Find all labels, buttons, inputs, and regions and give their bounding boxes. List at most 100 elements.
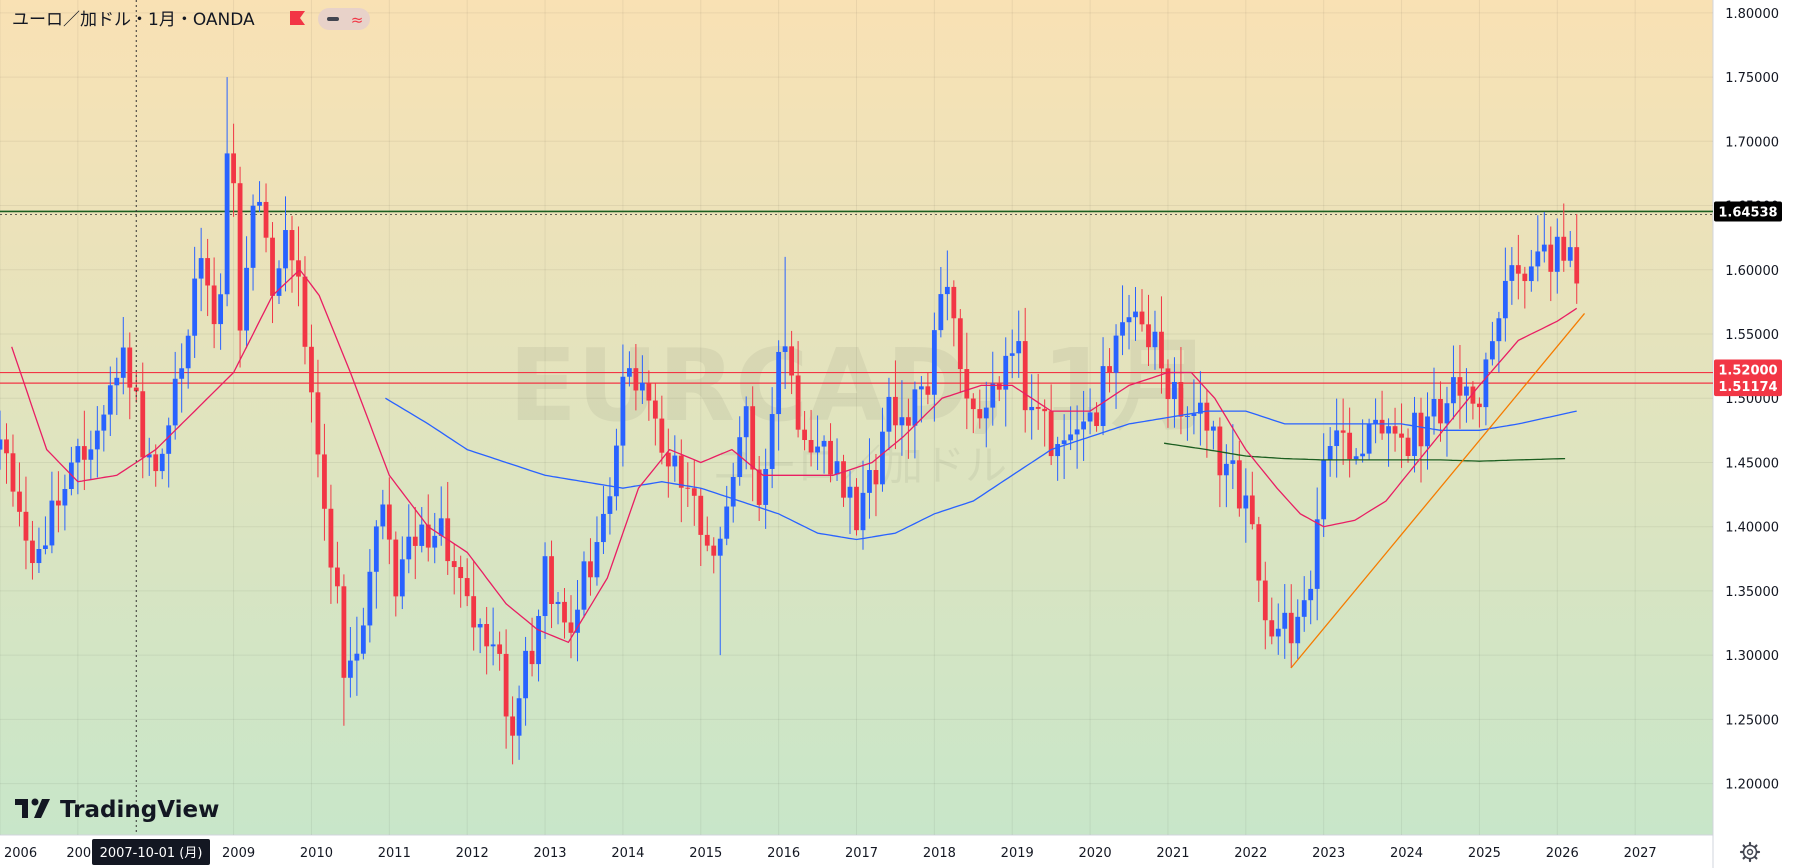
candle xyxy=(795,341,801,438)
candle xyxy=(906,398,911,459)
candle xyxy=(620,344,626,467)
candle xyxy=(289,215,295,293)
tradingview-logo[interactable]: TradingView xyxy=(15,797,219,823)
candle xyxy=(133,372,139,403)
candle xyxy=(529,617,535,677)
candle-body xyxy=(192,278,198,336)
flag-icon[interactable] xyxy=(290,11,305,25)
candle xyxy=(107,366,113,436)
candle-body xyxy=(458,567,464,579)
candle-body xyxy=(1016,341,1022,354)
candle xyxy=(503,629,509,749)
trendline[interactable] xyxy=(1290,313,1586,669)
candle-body xyxy=(1243,495,1249,509)
candle-body xyxy=(1262,580,1268,621)
symbol-title[interactable]: ユーロ／加ドル・1月・OANDA xyxy=(12,10,255,30)
price-axis-panel[interactable] xyxy=(1713,0,1795,868)
candle xyxy=(1574,213,1580,304)
gear-icon[interactable] xyxy=(1739,841,1761,863)
candle-body xyxy=(815,446,820,453)
candle-body xyxy=(873,470,879,485)
approx-icon[interactable]: ≈ xyxy=(351,11,364,29)
candle xyxy=(951,280,957,347)
candle-body xyxy=(880,431,885,485)
candle-body xyxy=(1009,353,1015,356)
candle-body xyxy=(490,644,496,647)
candle-body xyxy=(588,561,593,578)
candle xyxy=(523,636,528,726)
time-tick-label: 2007 xyxy=(66,846,99,861)
candle-body xyxy=(107,385,113,415)
candle-body xyxy=(1457,377,1463,396)
candle xyxy=(776,340,782,451)
price-tick-label: 1.70000 xyxy=(1725,135,1779,150)
price-label-text: 1.51174 xyxy=(1718,380,1777,395)
candle xyxy=(1399,403,1404,468)
candle-body xyxy=(17,491,22,512)
candle xyxy=(347,627,353,698)
candle-body xyxy=(743,406,749,438)
candle-body xyxy=(711,545,717,556)
trendline-segment[interactable] xyxy=(1290,313,1586,669)
candle-body xyxy=(276,268,282,296)
candle-body xyxy=(497,644,503,654)
candle-body xyxy=(938,294,944,331)
candle-body xyxy=(1301,600,1307,617)
price-label-bg xyxy=(1714,201,1782,222)
candle xyxy=(659,395,665,465)
candle xyxy=(1223,444,1229,508)
candle xyxy=(646,370,652,421)
candle-body xyxy=(10,453,16,492)
candle-body xyxy=(1159,331,1164,369)
candle-body xyxy=(62,488,68,506)
candle-body xyxy=(1035,406,1041,409)
minus-icon[interactable] xyxy=(327,17,339,21)
candle xyxy=(159,448,165,480)
time-tick-label: 2015 xyxy=(689,846,722,861)
candle xyxy=(1327,427,1333,477)
candle xyxy=(970,393,976,434)
candle-body xyxy=(652,400,658,419)
candle xyxy=(276,260,282,304)
candle xyxy=(17,462,22,527)
time-axis-panel[interactable] xyxy=(0,835,1713,868)
candle-body xyxy=(562,601,567,623)
candle-body xyxy=(808,440,814,453)
candle xyxy=(270,222,275,324)
candle xyxy=(1113,324,1119,409)
candle xyxy=(471,560,477,651)
candle xyxy=(944,250,950,321)
candle-body xyxy=(250,205,256,268)
candle xyxy=(1282,584,1288,659)
candle-body xyxy=(315,392,321,455)
candle-body xyxy=(847,486,853,498)
candle xyxy=(1152,310,1158,370)
candle-body xyxy=(159,453,165,472)
candle-body xyxy=(607,496,613,514)
candle-body xyxy=(1146,324,1151,348)
candle xyxy=(172,351,178,440)
candle xyxy=(140,362,146,479)
candle xyxy=(983,381,989,448)
candle xyxy=(10,434,16,507)
indicator-toggle-pill[interactable]: ≈ xyxy=(318,8,370,30)
candle xyxy=(581,551,587,618)
candle xyxy=(1502,247,1508,342)
candle xyxy=(756,455,762,521)
price-label-text: 1.64538 xyxy=(1718,205,1777,220)
candle-body xyxy=(886,396,892,432)
candle-body xyxy=(153,454,159,472)
candle xyxy=(81,410,87,491)
candle xyxy=(4,423,9,484)
symbol-header[interactable]: ユーロ／加ドル・1月・OANDA ≈ xyxy=(12,8,370,30)
watermark-description: ユーロ／加ドル xyxy=(713,441,1007,490)
candle-body xyxy=(782,346,788,352)
candle xyxy=(1204,389,1210,458)
time-tick-label: 2022 xyxy=(1234,846,1267,861)
candle-body xyxy=(1386,426,1391,434)
candle xyxy=(1230,424,1236,489)
candle xyxy=(691,459,697,526)
candle xyxy=(218,273,224,350)
candle-body xyxy=(776,351,782,415)
